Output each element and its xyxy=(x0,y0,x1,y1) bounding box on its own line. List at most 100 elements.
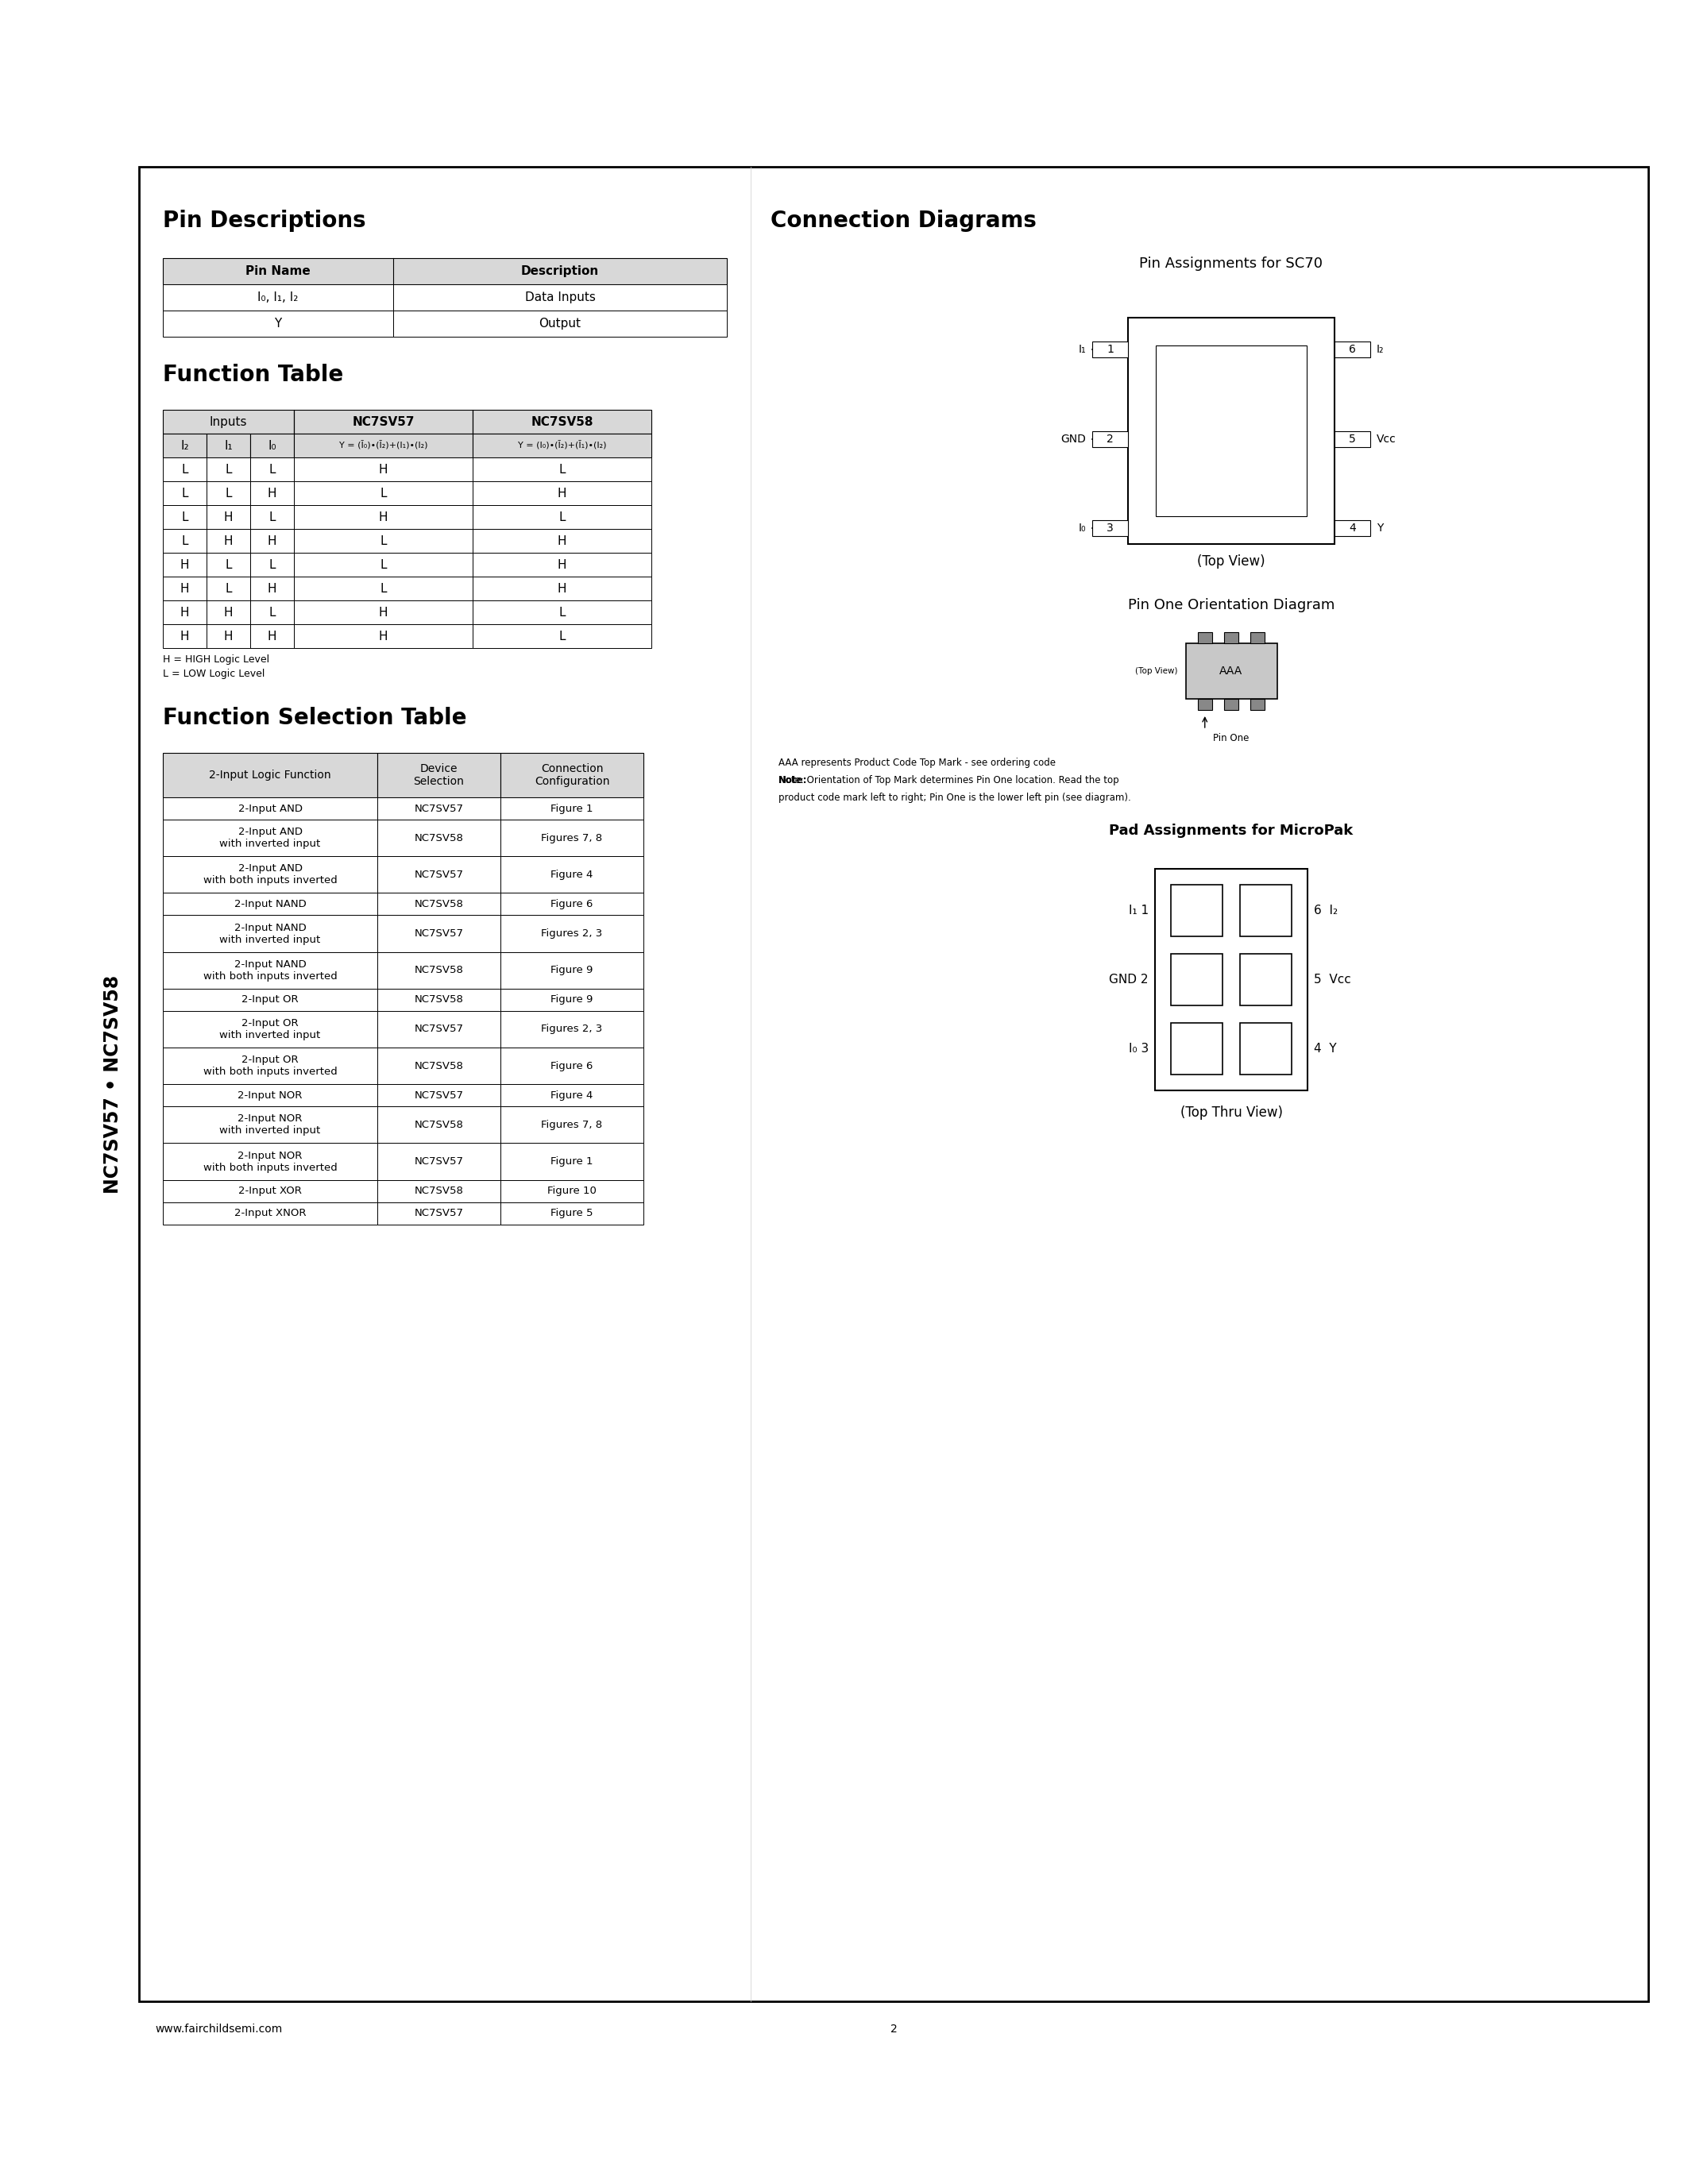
Text: Figures 7, 8: Figures 7, 8 xyxy=(542,1120,603,1129)
Text: Inputs: Inputs xyxy=(209,415,246,428)
Text: NC7SV57: NC7SV57 xyxy=(414,1155,464,1166)
Text: NC7SV57: NC7SV57 xyxy=(414,869,464,880)
Bar xyxy=(1335,520,1371,535)
Text: H: H xyxy=(225,535,233,546)
Text: H: H xyxy=(225,631,233,642)
Text: 2-Input OR
with inverted input: 2-Input OR with inverted input xyxy=(219,1018,321,1040)
Bar xyxy=(250,480,294,505)
Text: H: H xyxy=(378,511,388,522)
Text: Figure 1: Figure 1 xyxy=(550,804,592,815)
Bar xyxy=(500,753,643,797)
Text: (Top Thru View): (Top Thru View) xyxy=(1180,1105,1283,1120)
Text: NC7SV57: NC7SV57 xyxy=(414,928,464,939)
Bar xyxy=(500,952,643,989)
Bar xyxy=(162,625,206,649)
Text: 2-Input NOR
with inverted input: 2-Input NOR with inverted input xyxy=(219,1114,321,1136)
Text: L: L xyxy=(225,487,231,500)
Bar xyxy=(162,553,206,577)
Bar xyxy=(162,435,206,456)
Bar xyxy=(294,505,473,529)
Bar xyxy=(162,1179,378,1201)
Bar xyxy=(162,411,294,435)
Bar xyxy=(1198,631,1212,644)
Bar xyxy=(500,819,643,856)
Text: 2-Input NAND
with both inputs inverted: 2-Input NAND with both inputs inverted xyxy=(203,959,338,981)
Bar xyxy=(162,1011,378,1048)
Text: I₀: I₀ xyxy=(268,439,277,452)
Bar xyxy=(162,258,728,284)
Bar xyxy=(1171,1022,1222,1075)
Bar xyxy=(500,856,643,893)
Text: I₁: I₁ xyxy=(1079,343,1085,356)
Text: Figures 2, 3: Figures 2, 3 xyxy=(542,1024,603,1035)
Bar xyxy=(206,505,250,529)
Bar xyxy=(378,989,500,1011)
Bar xyxy=(206,577,250,601)
Text: L: L xyxy=(559,511,565,522)
Bar xyxy=(1185,644,1276,699)
Bar xyxy=(473,480,652,505)
Text: Y = (Ī₀)•(Ī₂)+(I₁)•(I₂): Y = (Ī₀)•(Ī₂)+(I₁)•(I₂) xyxy=(339,441,427,450)
Text: 2: 2 xyxy=(890,2025,896,2035)
Bar xyxy=(162,577,206,601)
Bar xyxy=(500,1201,643,1225)
Text: 2-Input XOR: 2-Input XOR xyxy=(238,1186,302,1197)
Bar xyxy=(1171,954,1222,1005)
Text: Y: Y xyxy=(275,317,282,330)
Bar xyxy=(162,505,206,529)
Text: 6  I₂: 6 I₂ xyxy=(1313,904,1339,917)
Bar xyxy=(378,1083,500,1107)
Bar xyxy=(378,893,500,915)
Text: 2-Input Logic Function: 2-Input Logic Function xyxy=(209,769,331,780)
Bar xyxy=(1198,699,1212,710)
Bar xyxy=(378,1011,500,1048)
Text: NC7SV58: NC7SV58 xyxy=(414,900,464,909)
Text: L: L xyxy=(181,535,187,546)
Bar xyxy=(294,411,473,435)
Bar xyxy=(393,284,728,310)
Bar xyxy=(250,625,294,649)
Text: H: H xyxy=(557,559,567,570)
Text: Figure 1: Figure 1 xyxy=(550,1155,592,1166)
Bar xyxy=(162,601,206,625)
Bar xyxy=(294,577,473,601)
Bar xyxy=(294,553,473,577)
Text: Figure 10: Figure 10 xyxy=(547,1186,596,1197)
Text: 2-Input NAND
with inverted input: 2-Input NAND with inverted input xyxy=(219,922,321,946)
Text: 2-Input XNOR: 2-Input XNOR xyxy=(235,1208,306,1219)
Bar xyxy=(294,435,473,456)
Text: 2: 2 xyxy=(1107,432,1114,443)
Text: L: L xyxy=(559,463,565,476)
Bar xyxy=(500,1048,643,1083)
Text: Figure 9: Figure 9 xyxy=(550,994,592,1005)
Text: AAA: AAA xyxy=(1220,666,1242,677)
Text: Figure 4: Figure 4 xyxy=(550,1090,592,1101)
Bar xyxy=(250,529,294,553)
Bar xyxy=(162,856,378,893)
Text: Y = (I₀)•(Ī₂)+(Ī₁)•(I₂): Y = (I₀)•(Ī₂)+(Ī₁)•(I₂) xyxy=(518,441,606,450)
Text: L: L xyxy=(559,607,565,618)
Text: 2-Input AND
with both inputs inverted: 2-Input AND with both inputs inverted xyxy=(203,863,338,887)
Text: Figure 6: Figure 6 xyxy=(550,1061,592,1070)
Text: H: H xyxy=(181,631,189,642)
Text: Description: Description xyxy=(522,264,599,277)
Bar xyxy=(1171,885,1222,937)
Text: Device
Selection: Device Selection xyxy=(414,762,464,786)
Bar xyxy=(500,797,643,819)
Bar xyxy=(500,989,643,1011)
Bar xyxy=(500,893,643,915)
Bar xyxy=(1128,317,1335,544)
Text: L = LOW Logic Level: L = LOW Logic Level xyxy=(162,668,265,679)
Bar xyxy=(1155,869,1308,1090)
Text: I₂: I₂ xyxy=(1377,343,1384,356)
Text: L: L xyxy=(225,559,231,570)
Bar xyxy=(162,753,378,797)
Text: I₀ 3: I₀ 3 xyxy=(1129,1042,1148,1055)
Text: H: H xyxy=(225,607,233,618)
Bar xyxy=(162,893,378,915)
Bar xyxy=(1241,954,1291,1005)
Text: www.fairchildsemi.com: www.fairchildsemi.com xyxy=(155,2025,282,2035)
Bar xyxy=(250,505,294,529)
Text: L: L xyxy=(380,583,387,594)
Bar xyxy=(1241,885,1291,937)
